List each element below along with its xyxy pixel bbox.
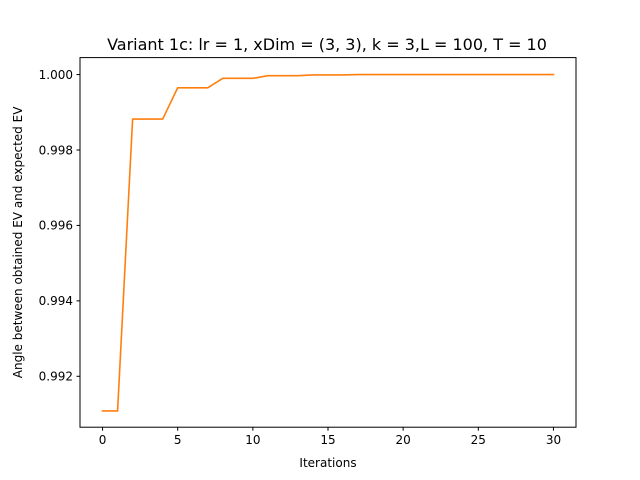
- x-axis-label: Iterations: [299, 456, 356, 470]
- y-tick-label: 0.996: [39, 219, 73, 233]
- y-tick-label: 0.992: [39, 370, 73, 384]
- series-line: [101, 73, 555, 412]
- x-tick-label: 5: [174, 433, 182, 447]
- x-tick-label: 20: [396, 433, 411, 447]
- x-tick-label: 25: [471, 433, 486, 447]
- axes-frame: [79, 57, 577, 428]
- y-tick-label: 1.000: [39, 68, 73, 82]
- y-tick-label: 0.994: [39, 294, 73, 308]
- x-tick-label: 0: [99, 433, 107, 447]
- y-axis: 0.992 0.994 0.996 0.998 1.000: [39, 68, 80, 384]
- chart-title: Variant 1c: lr = 1, xDim = (3, 3), k = 3…: [107, 35, 547, 54]
- x-tick-label: 30: [546, 433, 561, 447]
- y-tick-label: 0.998: [39, 143, 73, 157]
- x-axis: 0 5 10 15 20 25 30: [99, 427, 561, 447]
- x-tick-label: 10: [245, 433, 260, 447]
- y-axis-label: Angle between obtained EV and expected E…: [11, 106, 25, 378]
- x-tick-label: 15: [320, 433, 335, 447]
- plot-area: [101, 73, 555, 412]
